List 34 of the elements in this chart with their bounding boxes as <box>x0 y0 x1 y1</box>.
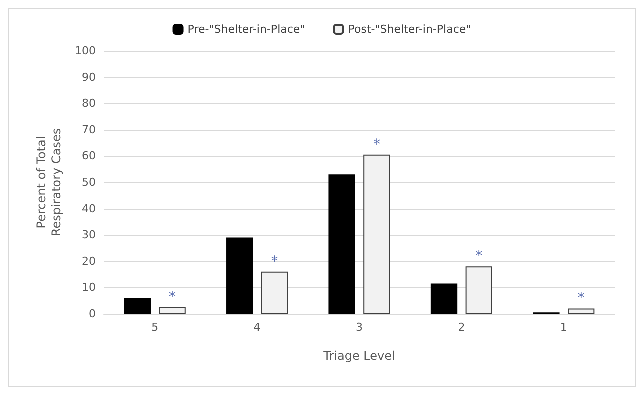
bar <box>430 284 458 314</box>
bar <box>124 298 151 314</box>
annotation: * <box>169 289 176 306</box>
bar <box>568 308 595 314</box>
annotation: * <box>373 136 380 153</box>
legend-label: Pre-"Shelter-in-Place" <box>188 23 306 36</box>
legend-label: Post-"Shelter-in-Place" <box>348 23 472 36</box>
y-tick-label: 40 <box>82 202 96 216</box>
y-tick-label: 50 <box>82 176 96 189</box>
bar <box>328 174 356 314</box>
y-tick-label: 100 <box>75 44 96 58</box>
x-tick-label: 1 <box>560 321 568 334</box>
annotation: * <box>476 248 483 265</box>
y-tick-label: 60 <box>82 150 96 163</box>
bar <box>466 266 492 314</box>
bar <box>159 307 186 314</box>
y-tick-label: 20 <box>82 254 96 268</box>
y-tick-label: 0 <box>89 308 96 320</box>
x-tick-label: 5 <box>152 321 159 334</box>
y-tick-label: 90 <box>82 70 96 84</box>
bar <box>261 272 288 314</box>
y-tick-label: 30 <box>82 228 96 242</box>
x-tick-label: 2 <box>458 321 466 334</box>
y-tick-label: 70 <box>82 123 96 136</box>
y-tick-label: 80 <box>82 97 96 110</box>
annotation: * <box>578 290 585 307</box>
annotation: * <box>271 254 278 270</box>
x-tick-label: 4 <box>254 321 261 334</box>
bar <box>364 154 390 314</box>
y-axis-title: Percent of Total Respiratory Cases <box>34 128 64 237</box>
x-tick-label: 3 <box>356 321 363 334</box>
x-axis-title: Triage Level <box>322 349 396 363</box>
y-tick-label: 10 <box>82 281 96 294</box>
bar <box>226 238 254 314</box>
